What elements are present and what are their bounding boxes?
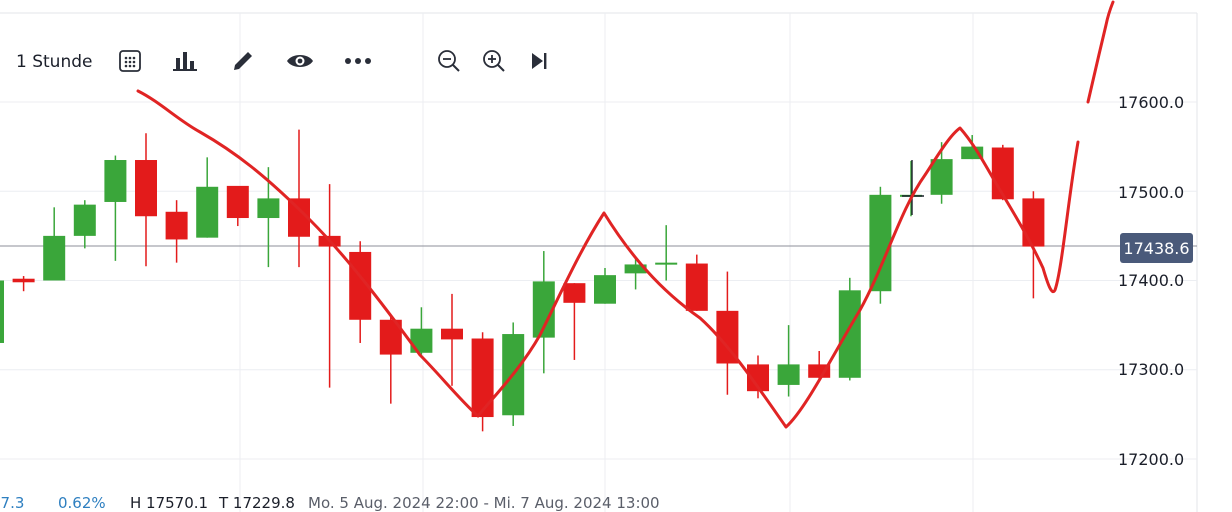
candle-up xyxy=(961,146,984,160)
candle-up xyxy=(838,290,861,378)
current-price-tag: 17438.6 xyxy=(1120,233,1193,263)
candle-down xyxy=(379,319,402,355)
high-value: H 17570.1 xyxy=(130,494,209,512)
candles-layer xyxy=(0,129,1045,432)
candle-down xyxy=(165,211,188,240)
candle-up xyxy=(777,364,800,385)
price-label: 17400.0 xyxy=(1118,271,1185,290)
candle-up xyxy=(257,198,280,219)
pencil-icon[interactable] xyxy=(226,44,260,78)
candle-up xyxy=(410,328,433,353)
change-percent: 0.62% xyxy=(58,494,106,512)
candle-up xyxy=(594,275,616,304)
candle-up xyxy=(73,204,96,236)
zoom-in-icon[interactable] xyxy=(477,44,511,78)
date-range: Mo. 5 Aug. 2024 22:00 - Mi. 7 Aug. 2024 … xyxy=(308,494,660,512)
candle-up xyxy=(869,194,892,292)
price-label: 17500.0 xyxy=(1118,183,1185,202)
candle-down xyxy=(226,185,249,219)
candle-down xyxy=(685,263,708,311)
interval-selector[interactable]: 1 Stunde xyxy=(16,52,93,72)
candle-down xyxy=(716,310,739,364)
chart-grid xyxy=(0,12,1198,512)
candle-down xyxy=(563,283,586,303)
candle-up xyxy=(655,262,678,265)
candle-down xyxy=(808,364,831,378)
candle-up xyxy=(532,281,555,338)
candle-up xyxy=(196,186,219,238)
candle-down xyxy=(12,278,35,283)
skip-to-end-icon[interactable] xyxy=(522,44,556,78)
bar-chart-icon[interactable] xyxy=(168,44,202,78)
candle-up xyxy=(624,264,647,274)
price-label: 17600.0 xyxy=(1118,93,1185,112)
hand-drawn-annotation xyxy=(136,0,1115,429)
low-value: T 17229.8 xyxy=(219,494,295,512)
candle-up xyxy=(43,235,66,281)
candle-down xyxy=(441,328,463,340)
candle-down xyxy=(991,147,1014,200)
calendar-grid-icon[interactable] xyxy=(113,44,147,78)
candle-down xyxy=(471,338,494,418)
candle-down xyxy=(135,160,157,217)
more-icon[interactable] xyxy=(341,44,375,78)
price-label: 17300.0 xyxy=(1118,360,1185,379)
price-label: 17200.0 xyxy=(1118,450,1185,469)
candle-down xyxy=(747,364,769,392)
candle-down xyxy=(1022,198,1045,247)
zoom-out-icon[interactable] xyxy=(432,44,466,78)
eye-icon[interactable] xyxy=(283,44,317,78)
candle-down xyxy=(288,198,310,237)
candle-up xyxy=(104,160,127,202)
candle-up xyxy=(930,159,953,195)
change-absolute: 97.3 xyxy=(0,494,25,512)
candle-up xyxy=(0,280,4,343)
